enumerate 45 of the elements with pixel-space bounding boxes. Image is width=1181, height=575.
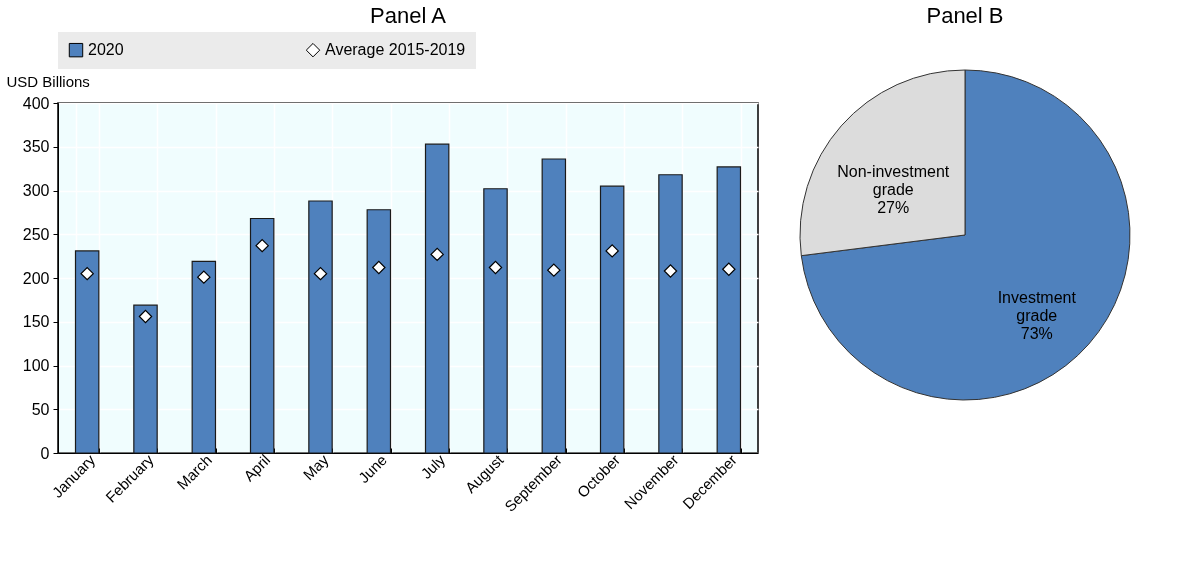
bar <box>308 200 333 454</box>
y-tick-label: 100 <box>22 357 50 374</box>
y-tick-label: 250 <box>22 225 50 243</box>
point <box>547 263 561 277</box>
slice-label: Non-investment grade <box>837 162 950 198</box>
bar <box>541 158 567 454</box>
point <box>138 309 153 324</box>
point <box>488 260 503 275</box>
point <box>255 238 269 253</box>
y-tick-label: 400 <box>22 94 50 112</box>
bar <box>133 304 158 454</box>
point <box>80 266 94 281</box>
bar <box>424 143 450 454</box>
point <box>372 260 386 275</box>
bar <box>483 188 508 454</box>
point <box>722 262 736 276</box>
bar <box>366 209 392 454</box>
point <box>663 264 678 278</box>
bar <box>716 166 742 454</box>
bar <box>74 250 100 454</box>
bar <box>191 260 217 454</box>
data-label: 27% <box>877 198 910 216</box>
point <box>430 247 444 262</box>
bar <box>599 185 625 454</box>
chart-title: Panel A <box>370 3 447 28</box>
bar <box>249 217 275 454</box>
data-label: 73% <box>1020 325 1053 343</box>
legend-label: Average 2015-2019 <box>325 41 466 59</box>
point <box>605 244 619 258</box>
bar <box>658 174 683 454</box>
y-tick-label: 200 <box>22 269 50 287</box>
x-tick-label: May <box>299 450 332 484</box>
legend-label: 2020 <box>88 41 124 59</box>
y-tick-label: 150 <box>22 313 50 331</box>
pie-slice <box>800 69 1131 401</box>
y-tick-label: 50 <box>31 400 50 418</box>
y-tick-label: 300 <box>22 182 50 199</box>
x-tick-label: July <box>417 450 449 482</box>
point <box>313 266 328 281</box>
y-tick-label: 350 <box>22 138 50 156</box>
slice-label: Investment grade <box>997 289 1077 325</box>
point <box>197 270 211 284</box>
chart-title: Panel B <box>926 3 1004 28</box>
y-tick-label: 0 <box>40 444 50 462</box>
y-axis-title: USD Billions <box>6 72 90 90</box>
